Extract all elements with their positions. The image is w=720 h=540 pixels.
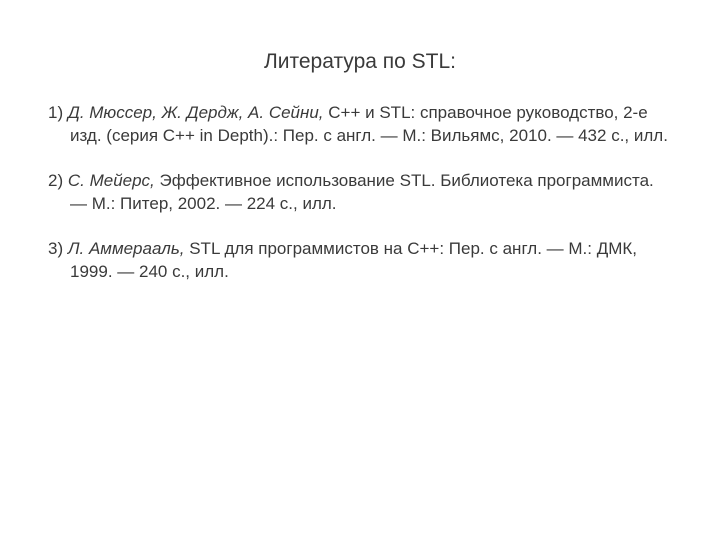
item-number: 3) bbox=[48, 239, 63, 258]
item-number: 2) bbox=[48, 171, 63, 190]
item-authors: С. Мейерс, bbox=[68, 171, 155, 190]
list-item: 1) Д. Мюссер, Ж. Дердж, А. Сейни, C++ и … bbox=[48, 102, 672, 148]
list-item: 3) Л. Аммерааль, STL для программистов н… bbox=[48, 238, 672, 284]
page-title: Литература по STL: bbox=[48, 50, 672, 74]
list-item: 2) С. Мейерс, Эффективное использование … bbox=[48, 170, 672, 216]
item-number: 1) bbox=[48, 103, 63, 122]
item-rest: Эффективное использование STL. Библиотек… bbox=[70, 171, 654, 213]
item-authors: Д. Мюссер, Ж. Дердж, А. Сейни, bbox=[68, 103, 324, 122]
item-authors: Л. Аммерааль, bbox=[68, 239, 185, 258]
